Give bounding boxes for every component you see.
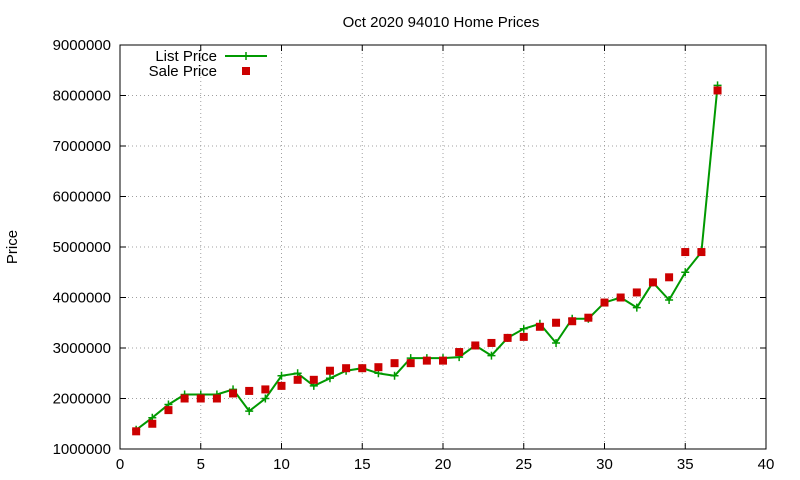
sale-price-point [568,317,577,326]
sale-price-point [342,364,351,373]
list-price-point [681,268,690,277]
y-tick-label: 1000000 [53,441,111,458]
sale-price-point [309,375,318,384]
sale-price-point [600,298,609,307]
sale-price-point [422,356,431,365]
legend-item-sale-price: Sale Price [149,63,250,80]
sale-price-point [681,248,690,257]
legend: List Price Sale Price [149,48,267,80]
y-tick-label: 7000000 [53,138,111,155]
sale-price-point [358,364,367,373]
x-tick-label: 35 [677,456,694,473]
y-tick-label: 8000000 [53,88,111,105]
list-price-point [261,394,270,403]
sale-price-point [245,386,254,395]
sale-price-point [261,385,270,394]
list-price-point [665,296,674,305]
list-price-point [277,371,286,380]
sale-price-point [229,389,238,398]
sale-price-point [406,359,415,368]
y-axis-label: Price [4,230,21,264]
sale-price-point [293,375,302,384]
series-sale-price [132,86,722,436]
y-tick-label: 3000000 [53,340,111,357]
y-tick-label: 6000000 [53,189,111,206]
sale-price-point [212,394,221,403]
sale-price-point [325,366,334,375]
sale-price-point [196,394,205,403]
x-tick-label: 25 [515,456,532,473]
x-tick-label: 20 [435,456,452,473]
sale-price-point [503,333,512,342]
x-axis-tick-labels: 0 5 10 15 20 25 30 35 40 [116,456,775,473]
x-tick-label: 0 [116,456,124,473]
y-tick-label: 2000000 [53,391,111,408]
legend-swatch-sale-price-marker [242,67,250,75]
sale-price-point [164,406,173,415]
list-price-point [632,303,641,312]
x-tick-label: 5 [197,456,205,473]
sale-price-point [455,348,464,357]
legend-label-sale-price: Sale Price [149,63,217,80]
sale-price-point [584,313,593,322]
sale-price-point [132,427,141,436]
sale-price-point [439,356,447,365]
list-price-point [390,371,399,380]
sale-price-point [552,318,561,327]
sale-price-point [180,394,189,403]
sale-price-point [648,278,657,287]
legend-item-list-price: List Price [155,48,267,65]
sale-price-point [390,359,399,368]
x-tick-label: 40 [758,456,775,473]
legend-plus-marker [242,52,250,60]
sale-price-point [535,322,544,331]
y-tick-label: 9000000 [53,37,111,54]
list-price-point [245,407,254,416]
x-tick-label: 30 [596,456,613,473]
series-layer [132,81,722,436]
y-axis-tick-labels: 1000000 2000000 3000000 4000000 5000000 60000… [53,37,111,458]
sale-price-point [632,288,641,297]
sale-price-point [665,273,674,282]
sale-price-point [487,338,496,347]
sale-price-point [713,86,722,95]
sale-price-point [277,381,286,390]
chart-title: Oct 2020 94010 Home Prices [343,14,540,31]
legend-swatch-list-price-marker [242,52,250,60]
axis-ticks [119,44,767,450]
sale-price-point [519,332,528,341]
series-line-list-price [135,85,719,431]
list-price-point [325,374,334,383]
list-price-point [519,324,528,333]
sale-price-point [471,341,480,350]
sale-price-point [148,419,157,428]
series-list-price [132,81,722,434]
x-tick-label: 10 [273,456,290,473]
sale-price-point [616,293,625,302]
sale-price-point [697,248,706,257]
x-tick-label: 15 [354,456,371,473]
legend-label-list-price: List Price [155,48,217,65]
list-price-point [552,338,561,347]
sale-price-point [374,363,383,372]
list-price-point [487,351,496,360]
grid-lines [120,45,766,449]
y-tick-label: 4000000 [53,290,111,307]
y-tick-label: 5000000 [53,239,111,256]
